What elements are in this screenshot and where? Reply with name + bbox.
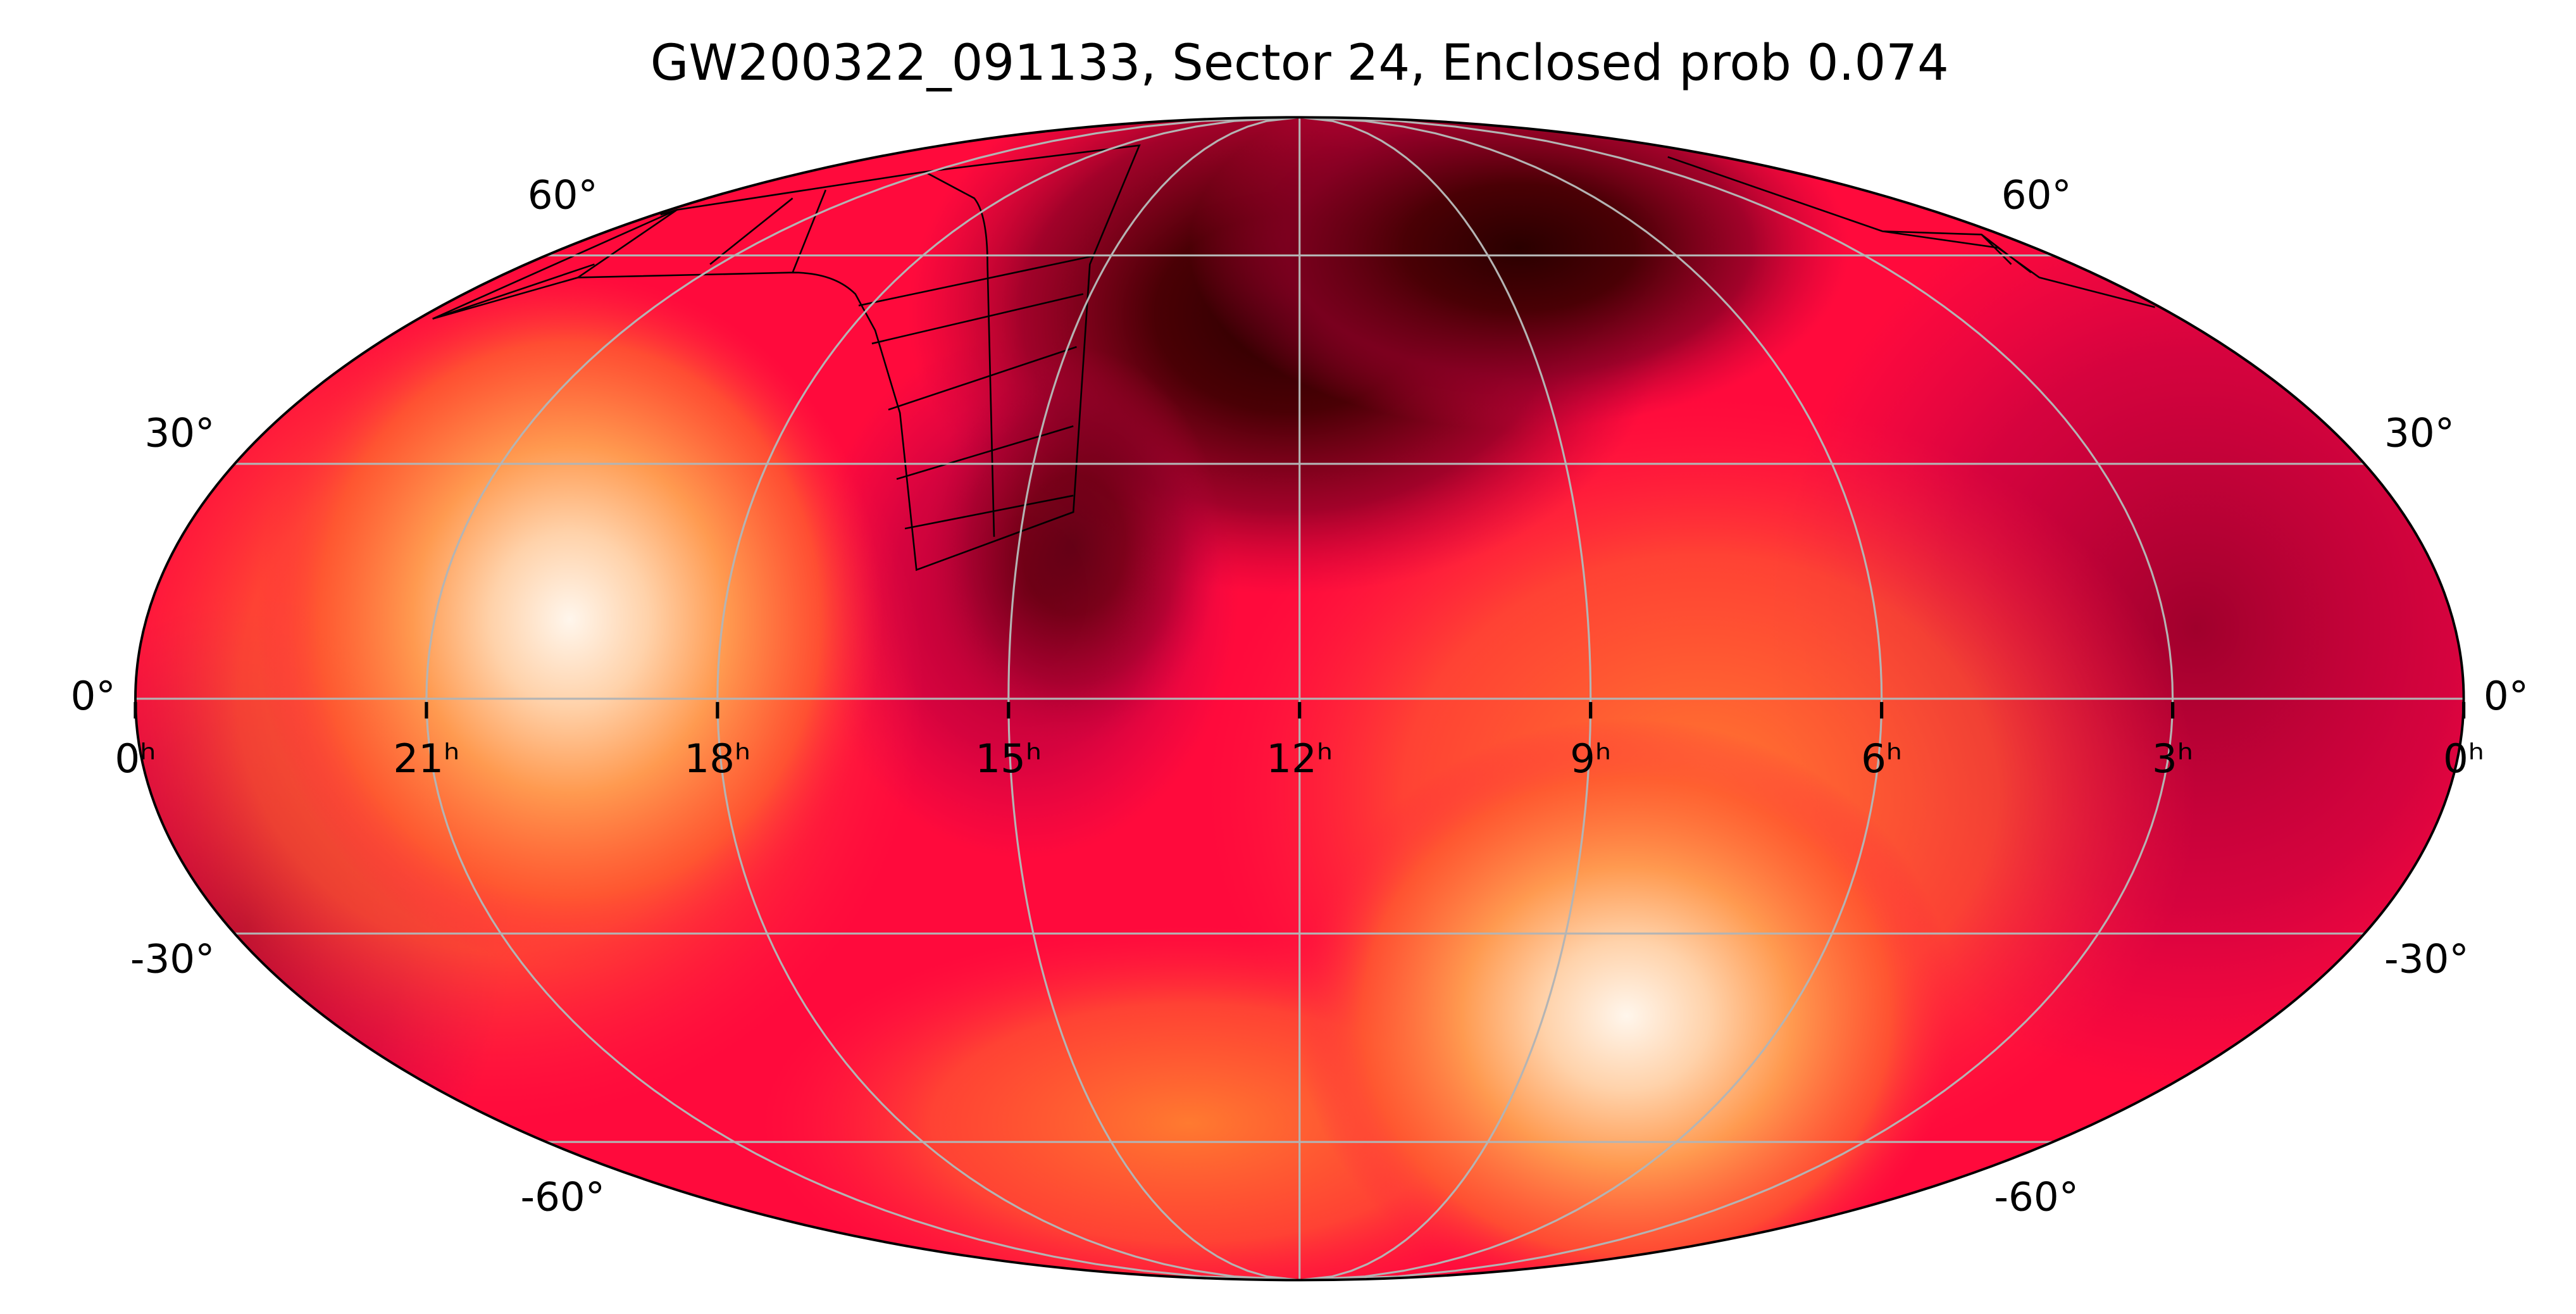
y-tick-label: -30° [2384,935,2469,982]
x-tick-label: 21ʰ [393,735,459,782]
x-tick-label: 12ʰ [1266,735,1333,782]
y-tick-label: 60° [528,172,598,218]
chart-title: GW200322_091133, Sector 24, Enclosed pro… [650,34,1949,92]
y-tick-label: 0° [71,673,116,719]
sky-boundary [134,116,2465,1282]
labels: 0ʰ 21ʰ 18ʰ 15ʰ 12ʰ 9ʰ 6ʰ 3ʰ 0ʰ -60° -60° -30° -30° 0°… [71,172,2529,1220]
y-tick-label: 0° [2484,673,2529,719]
x-tick-label: 0ʰ [115,735,156,782]
x-tick-label: 18ʰ [684,735,750,782]
x-tick-label: 3ʰ [2152,735,2193,782]
y-tick-label: 60° [2001,172,2072,218]
y-tick-label: 30° [2384,410,2455,456]
probability-map [135,117,2464,1280]
x-tick-label: 6ʰ [1861,735,1902,782]
grid [135,116,2464,1282]
x-tick-label: 0ʰ [2443,735,2484,782]
y-tick-label: -30° [130,935,215,982]
y-tick-label: -60° [520,1174,605,1220]
sector-footprint [432,144,2155,572]
x-tick-label: 9ʰ [1570,735,1611,782]
y-tick-label: -60° [1994,1174,2079,1220]
x-tick-label: 15ʰ [975,735,1042,782]
y-tick-label: 30° [144,410,215,456]
